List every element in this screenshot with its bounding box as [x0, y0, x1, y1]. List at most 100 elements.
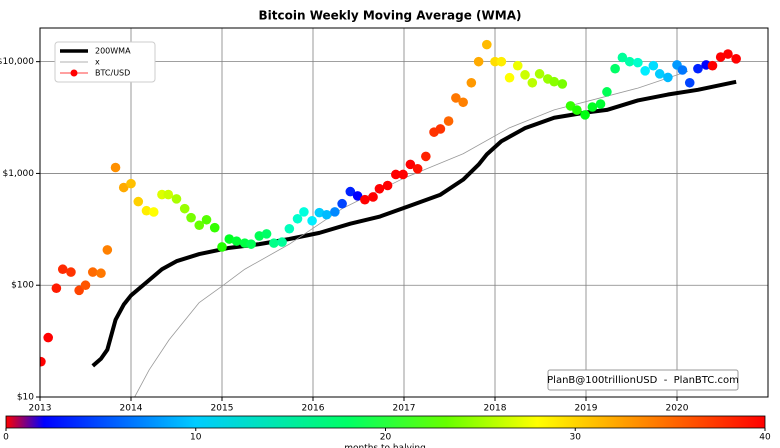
x-tick-label: 2015 [211, 404, 234, 414]
point [186, 212, 196, 223]
plot [40, 39, 741, 397]
annotation: PlanB@100trillionUSD - PlanBTC.com [547, 375, 739, 386]
point [163, 189, 174, 200]
point [731, 54, 741, 64]
point [677, 65, 688, 75]
y-tick-label: $1,000 [3, 169, 35, 179]
point [337, 198, 347, 209]
point [368, 192, 378, 202]
point [723, 49, 733, 59]
point [512, 60, 523, 71]
point [382, 180, 393, 191]
point [43, 332, 53, 343]
point [496, 56, 507, 67]
point [640, 66, 650, 76]
point [352, 191, 363, 201]
y-tick-label: $100 [11, 281, 34, 291]
point [520, 70, 530, 80]
point [307, 215, 317, 226]
point [684, 77, 695, 88]
point [527, 77, 538, 88]
x-tick-label: 2014 [120, 404, 143, 414]
point [466, 77, 477, 88]
point [321, 209, 332, 220]
point [201, 214, 212, 225]
legend-label: x [95, 58, 100, 67]
point [292, 213, 303, 224]
point [133, 196, 144, 207]
legend-label: 200WMA [95, 47, 131, 56]
colorbar-tick-label: 40 [759, 433, 771, 443]
x-tick-label: 2017 [393, 404, 416, 414]
point [51, 283, 62, 294]
point [141, 205, 152, 216]
y-tick-label: $10,000 [0, 57, 34, 67]
point [40, 356, 46, 367]
point [715, 52, 726, 62]
point [693, 63, 703, 74]
point [118, 182, 129, 193]
point [421, 151, 431, 162]
point [66, 267, 76, 277]
point [633, 57, 643, 68]
point [148, 207, 159, 217]
x-tick-label: 2019 [575, 404, 598, 414]
point [179, 203, 190, 214]
point [261, 229, 272, 239]
point [451, 93, 461, 103]
point [57, 264, 68, 275]
point [246, 239, 256, 249]
point [171, 194, 182, 204]
point [473, 56, 484, 67]
point [412, 164, 423, 174]
x-tick-label: 2016 [302, 404, 325, 414]
point [102, 245, 113, 255]
colorbar-tick-label: 30 [570, 433, 582, 443]
point [126, 178, 136, 189]
point [617, 52, 628, 63]
point [360, 194, 370, 205]
point [299, 207, 309, 217]
point [707, 60, 718, 71]
point [284, 223, 295, 234]
point [557, 79, 568, 89]
point [231, 236, 242, 246]
point [602, 87, 612, 97]
point [587, 102, 598, 112]
line [134, 70, 689, 397]
point [435, 124, 446, 134]
colorbar-tick-label: 10 [190, 433, 202, 443]
point [345, 186, 356, 197]
point [580, 110, 590, 120]
point [663, 72, 673, 83]
colorbar-tick-label: 0 [3, 433, 9, 443]
point [595, 99, 606, 109]
legend-marker [70, 69, 78, 77]
colorbar [5, 415, 766, 429]
point [254, 231, 265, 241]
point [224, 234, 235, 244]
point [209, 222, 220, 233]
y-tick-label: $10 [17, 393, 34, 403]
point [648, 60, 659, 71]
point [374, 183, 385, 194]
point [269, 238, 279, 248]
annotation-box [547, 369, 739, 391]
point [504, 72, 515, 83]
point [110, 162, 121, 173]
point [610, 63, 620, 74]
chart-title: Bitcoin Weekly Moving Average (WMA) [259, 9, 522, 23]
point [549, 76, 559, 87]
point [391, 169, 401, 180]
x-tick-label: 2018 [484, 404, 507, 414]
x-tick-label: 2020 [666, 404, 689, 414]
point [405, 159, 416, 170]
point [80, 280, 91, 291]
point [624, 56, 635, 67]
point [314, 207, 325, 218]
point [277, 237, 287, 247]
plot-frame [39, 27, 769, 398]
point [96, 268, 106, 279]
legend-label: BTC/USD [95, 69, 130, 78]
